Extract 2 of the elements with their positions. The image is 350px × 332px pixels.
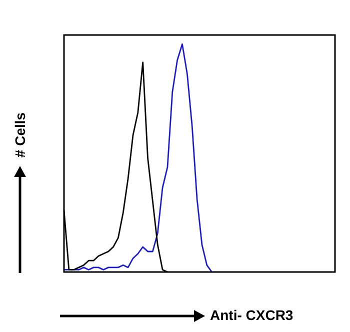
x-axis-title: Anti- CXCR3 (210, 307, 294, 323)
y-axis-title: # Cells (12, 112, 28, 158)
